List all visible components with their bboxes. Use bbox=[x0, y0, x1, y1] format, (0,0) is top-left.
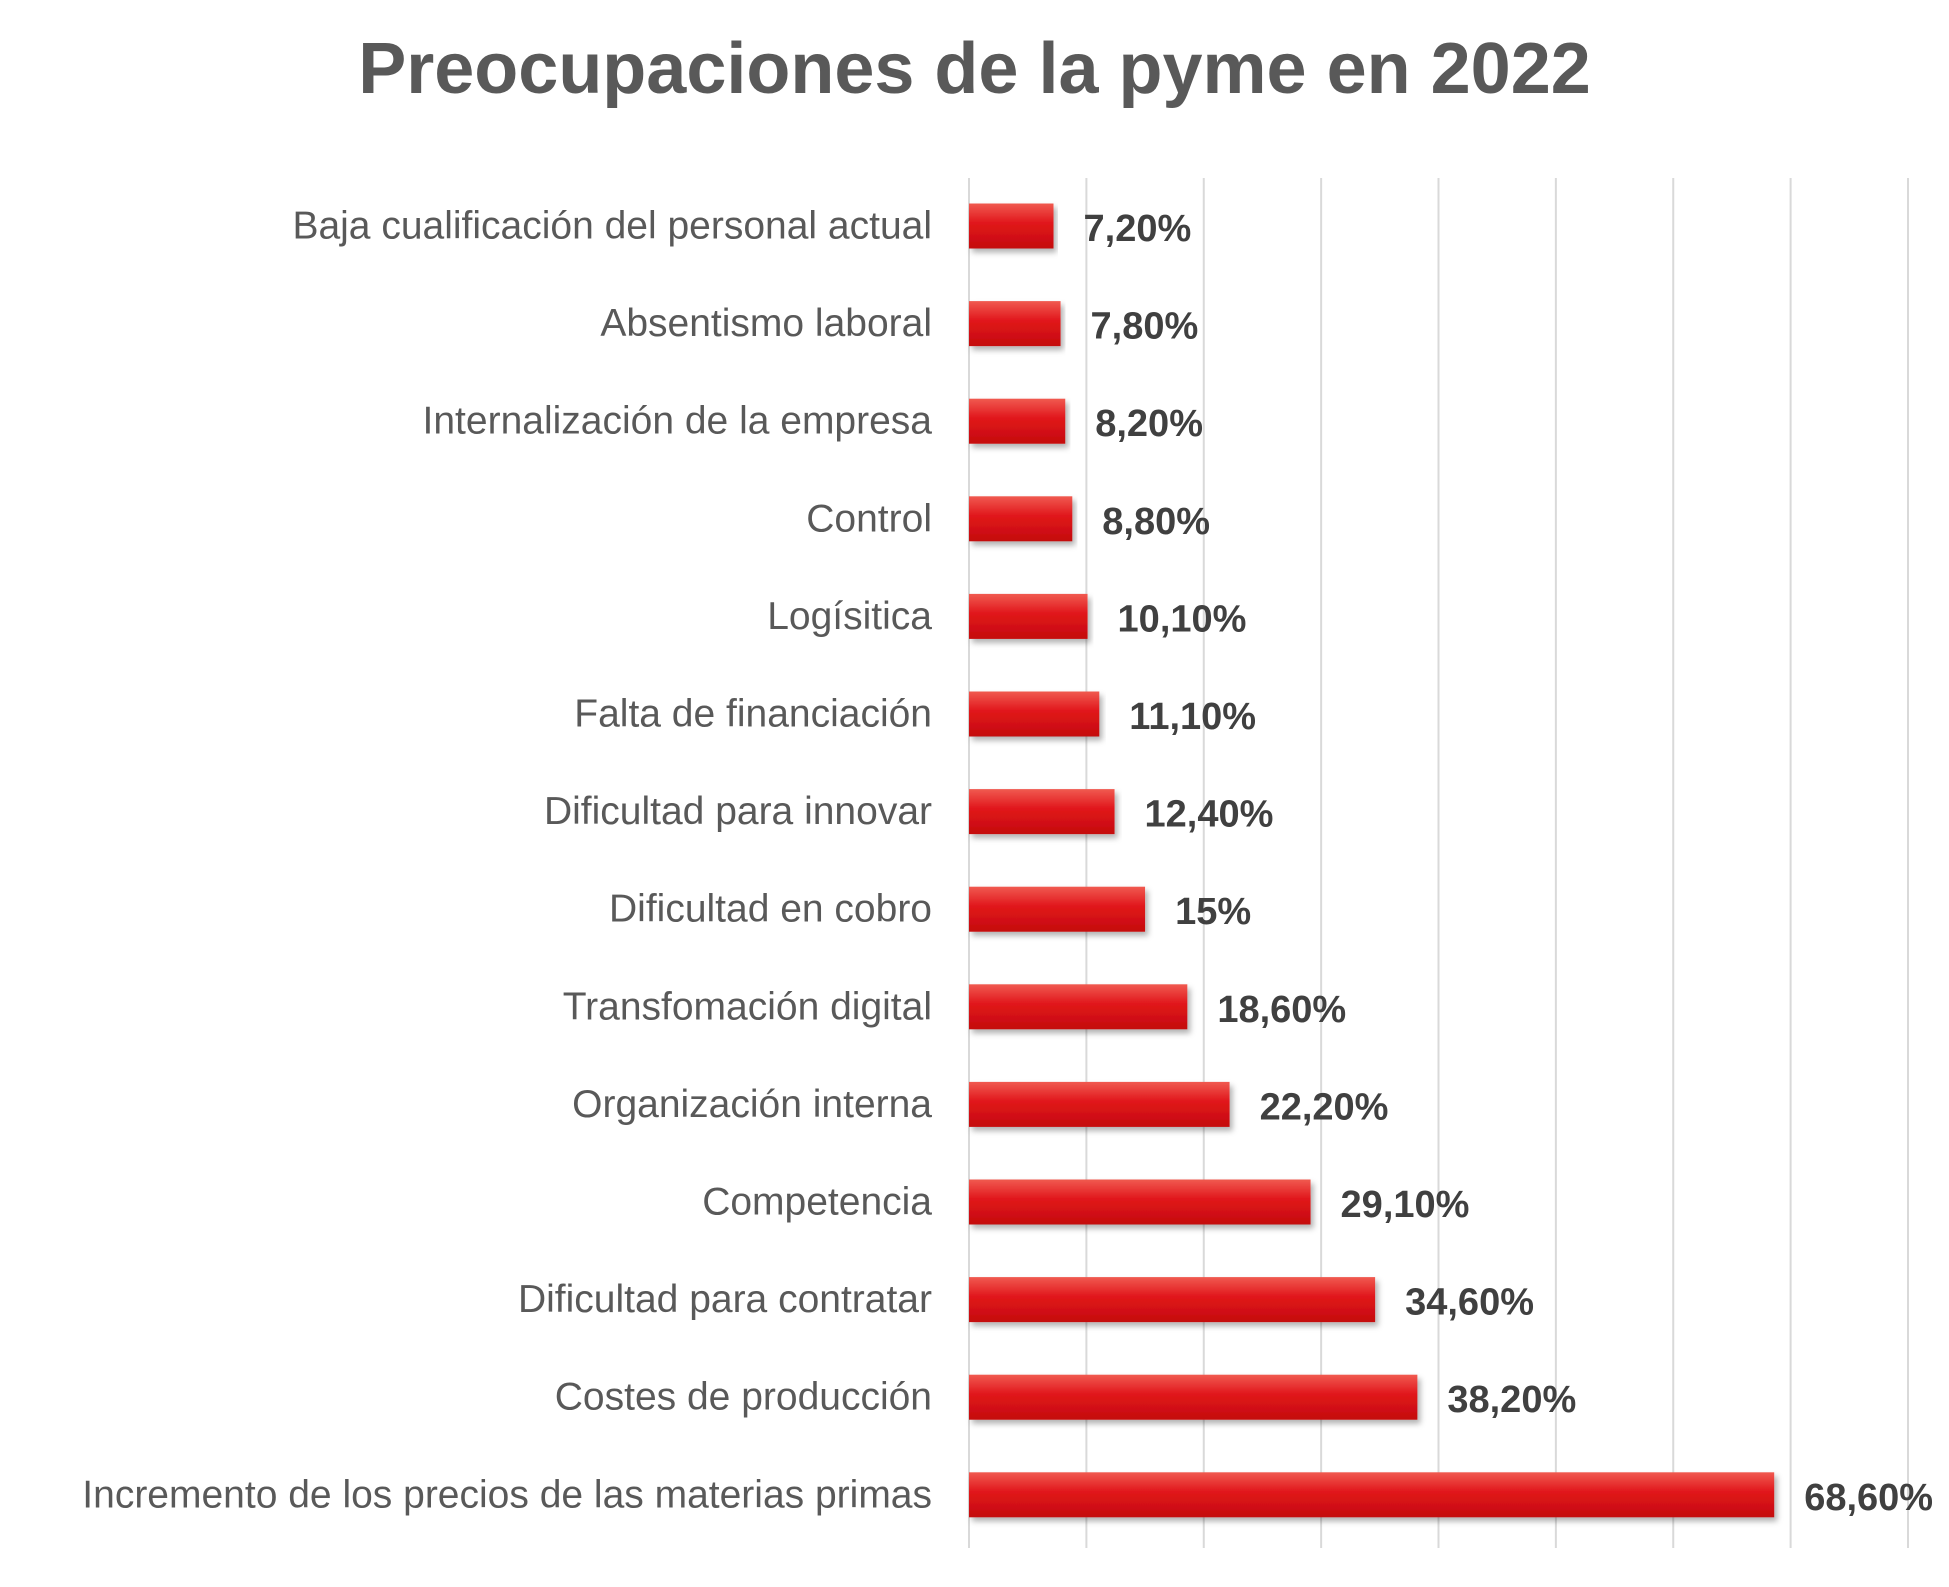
category-label-11: Dificultad para contratar bbox=[518, 1278, 932, 1321]
value-label-2: 8,20% bbox=[1095, 403, 1203, 445]
bar-6 bbox=[969, 789, 1115, 835]
bar-4 bbox=[969, 593, 1088, 639]
value-label-0: 7,20% bbox=[1084, 208, 1192, 250]
bar-13 bbox=[969, 1472, 1775, 1518]
bar-1 bbox=[969, 301, 1061, 347]
category-label-4: Logísitica bbox=[767, 595, 932, 638]
category-labels: Baja cualificación del personal actual Ab… bbox=[82, 205, 932, 1517]
bar-2 bbox=[969, 398, 1066, 444]
bar-8 bbox=[969, 984, 1188, 1030]
category-label-8: Transfomación digital bbox=[563, 985, 932, 1028]
bar-5 bbox=[969, 691, 1100, 737]
bar-10 bbox=[969, 1179, 1311, 1225]
value-label-10: 29,10% bbox=[1341, 1184, 1470, 1226]
value-label-12: 38,20% bbox=[1447, 1379, 1576, 1421]
value-label-6: 12,40% bbox=[1145, 794, 1274, 836]
category-label-0: Baja cualificación del personal actual bbox=[292, 205, 932, 248]
category-label-6: Dificultad para innovar bbox=[544, 790, 932, 833]
value-label-11: 34,60% bbox=[1405, 1282, 1534, 1324]
category-label-12: Costes de producción bbox=[555, 1376, 932, 1419]
category-label-5: Falta de financiación bbox=[574, 693, 932, 736]
bar-11 bbox=[969, 1277, 1376, 1323]
category-label-13: Incremento de los precios de las materia… bbox=[82, 1473, 932, 1516]
category-label-2: Internalización de la empresa bbox=[423, 400, 933, 443]
value-label-3: 8,80% bbox=[1102, 501, 1210, 543]
value-label-8: 18,60% bbox=[1217, 989, 1346, 1031]
category-label-1: Absentismo laboral bbox=[600, 302, 932, 345]
value-label-13: 68,60% bbox=[1804, 1477, 1933, 1519]
value-label-7: 15% bbox=[1175, 891, 1251, 933]
bar-7 bbox=[969, 886, 1146, 932]
gridlines bbox=[968, 178, 1909, 1548]
bars bbox=[969, 203, 1775, 1518]
value-labels: 7,20% 7,80% 8,20% 8,80% 10,10% 11,10% 12,40% 15… bbox=[1084, 208, 1934, 1519]
bar-9 bbox=[969, 1081, 1230, 1127]
value-label-4: 10,10% bbox=[1118, 598, 1247, 640]
chart-title: Preocupaciones de la pyme en 2022 bbox=[358, 29, 1591, 109]
value-label-9: 22,20% bbox=[1260, 1086, 1389, 1128]
value-label-1: 7,80% bbox=[1091, 306, 1199, 348]
category-label-7: Dificultad en cobro bbox=[609, 888, 932, 931]
category-label-10: Competencia bbox=[702, 1181, 932, 1224]
bar-3 bbox=[969, 496, 1073, 542]
bar-12 bbox=[969, 1374, 1418, 1420]
category-label-9: Organización interna bbox=[572, 1083, 932, 1126]
bar-0 bbox=[969, 203, 1054, 249]
value-label-5: 11,10% bbox=[1129, 696, 1256, 738]
category-label-3: Control bbox=[806, 497, 932, 540]
